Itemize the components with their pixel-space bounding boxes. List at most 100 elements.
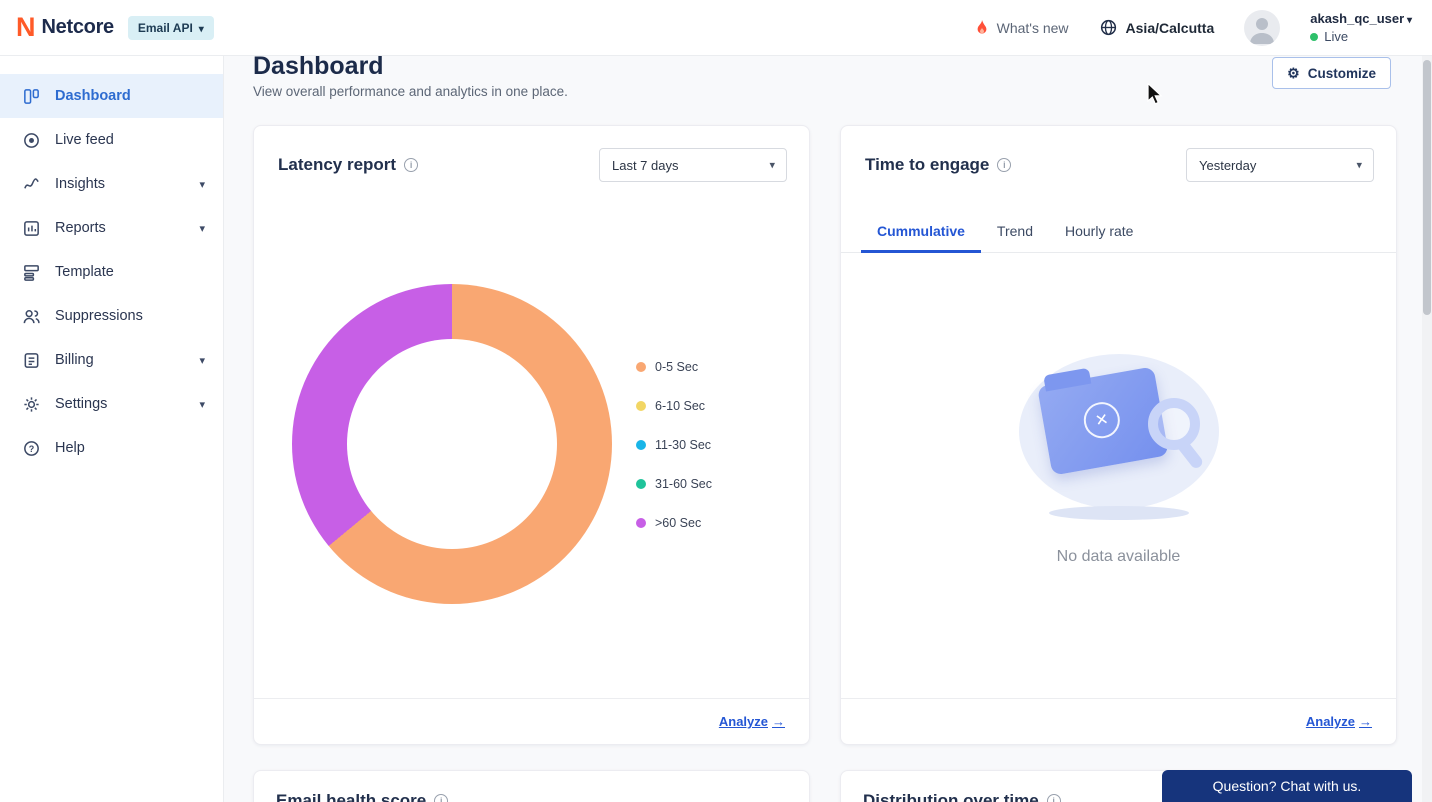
scrollbar-thumb[interactable] (1423, 60, 1431, 315)
sidebar-item-label: Billing (55, 352, 94, 368)
x-circle-icon (1080, 399, 1123, 442)
legend-dot-icon (636, 518, 646, 528)
tab-cummulative[interactable]: Cummulative (861, 214, 981, 253)
latency-donut-chart[interactable] (292, 284, 612, 604)
customize-button[interactable]: Customize (1272, 57, 1391, 89)
sidebar-item-template[interactable]: Template (0, 250, 223, 294)
latency-range-select[interactable]: Last 7 days (599, 148, 787, 182)
scrollbar-track (1422, 56, 1432, 802)
email-health-score-card: Email health score (253, 770, 810, 802)
live-feed-icon (22, 131, 41, 150)
product-switcher-label: Email API (137, 20, 193, 35)
reports-icon (22, 219, 41, 238)
timezone-label: Asia/Calcutta (1125, 19, 1215, 36)
user-silhouette-icon (1250, 17, 1275, 44)
main-content: Dashboard View overall performance and a… (224, 56, 1432, 802)
sidebar-item-reports[interactable]: Reports (0, 206, 223, 250)
billing-icon (22, 351, 41, 370)
engage-analyze-link[interactable]: Analyze (1306, 714, 1372, 729)
template-icon (22, 263, 41, 282)
legend-item: 31-60 Sec (636, 477, 712, 491)
legend-item: >60 Sec (636, 516, 712, 530)
magnifier-icon (1147, 398, 1200, 450)
time-to-engage-title: Time to engage (865, 155, 990, 174)
engage-range-value: Yesterday (1199, 157, 1257, 173)
chevron-down-icon (199, 21, 204, 35)
legend-item: 0-5 Sec (636, 360, 712, 374)
empty-state: No data available (841, 336, 1396, 566)
chat-widget-button[interactable]: Question? Chat with us. (1162, 770, 1412, 802)
user-menu[interactable]: akash_qc_user Live (1310, 11, 1412, 44)
latency-report-title: Latency report (278, 155, 397, 174)
arrow-right-icon (772, 714, 785, 729)
timezone-selector[interactable]: Asia/Calcutta (1099, 18, 1215, 37)
topbar-right: What's new Asia/Calcutta akash_qc_user L… (974, 9, 1412, 46)
tab-trend[interactable]: Trend (996, 223, 1033, 239)
legend-item: 6-10 Sec (636, 399, 712, 413)
distribution-over-time-title: Distribution over time (863, 791, 1039, 802)
latency-range-value: Last 7 days (612, 157, 679, 173)
page-title: Dashboard (253, 56, 384, 80)
arrow-right-icon (1359, 714, 1372, 729)
latency-report-card: Latency report Last 7 days 0-5 Sec 6-10 … (253, 125, 810, 745)
info-icon[interactable] (1046, 794, 1061, 802)
page-subtitle: View overall performance and analytics i… (253, 84, 568, 99)
svg-text:?: ? (29, 443, 35, 453)
account-status: Live (1310, 29, 1412, 44)
sidebar-item-label: Live feed (55, 132, 114, 148)
tab-hourly-rate[interactable]: Hourly rate (1064, 223, 1134, 239)
no-data-illustration (1004, 336, 1234, 526)
whats-new-label: What's new (996, 19, 1069, 36)
legend-dot-icon (636, 440, 646, 450)
sidebar-item-label: Help (55, 440, 85, 456)
suppressions-icon (22, 307, 41, 326)
info-icon[interactable] (997, 158, 1012, 172)
brand-logo[interactable]: N Netcore (16, 14, 114, 41)
info-icon[interactable] (404, 158, 419, 172)
legend-dot-icon (636, 479, 646, 489)
sidebar-item-billing[interactable]: Billing (0, 338, 223, 382)
sidebar-item-settings[interactable]: Settings (0, 382, 223, 426)
no-data-text: No data available (1056, 548, 1181, 565)
sidebar-item-help[interactable]: ? Help (0, 426, 223, 470)
latency-legend: 0-5 Sec 6-10 Sec 11-30 Sec 31-60 Sec >60… (636, 360, 712, 556)
product-switcher[interactable]: Email API (127, 15, 214, 40)
settings-gear-icon (22, 395, 41, 414)
whats-new-link[interactable]: What's new (974, 19, 1069, 37)
username: akash_qc_user (1310, 11, 1412, 26)
gear-icon (1287, 65, 1300, 82)
sidebar-item-live-feed[interactable]: Live feed (0, 118, 223, 162)
sidebar-item-label: Reports (55, 220, 106, 236)
topbar: N Netcore Email API What's new Asia/Calc… (0, 0, 1432, 56)
sidebar-item-suppressions[interactable]: Suppressions (0, 294, 223, 338)
illustration-shadow (1048, 506, 1189, 520)
engage-tabs: Cummulative Trend Hourly rate (841, 214, 1396, 253)
help-icon: ? (22, 439, 41, 458)
sidebar: Dashboard Live feed Insights Reports (0, 56, 224, 802)
dashboard-icon (22, 87, 41, 106)
live-status-label: Live (1324, 29, 1349, 44)
brand-name: Netcore (41, 16, 115, 38)
netcore-logo-icon: N (16, 12, 36, 42)
sidebar-item-insights[interactable]: Insights (0, 162, 223, 206)
legend-dot-icon (636, 362, 646, 372)
live-status-dot-icon (1310, 32, 1319, 41)
flame-icon (977, 19, 987, 34)
sidebar-item-label: Settings (55, 396, 108, 412)
globe-icon (1100, 19, 1116, 36)
email-health-score-title: Email health score (276, 791, 427, 802)
insights-icon (22, 175, 41, 194)
sidebar-item-label: Dashboard (55, 88, 131, 104)
sidebar-item-label: Insights (55, 176, 105, 192)
time-to-engage-card: Time to engage Yesterday Cummulative Tre… (840, 125, 1397, 745)
legend-item: 11-30 Sec (636, 438, 712, 452)
sidebar-item-dashboard[interactable]: Dashboard (0, 74, 223, 118)
customize-label: Customize (1307, 65, 1376, 81)
sidebar-item-label: Suppressions (55, 308, 143, 324)
engage-range-select[interactable]: Yesterday (1186, 148, 1374, 182)
avatar[interactable] (1244, 9, 1281, 46)
legend-dot-icon (636, 401, 646, 411)
sidebar-item-label: Template (55, 264, 114, 280)
info-icon[interactable] (434, 794, 449, 802)
latency-analyze-link[interactable]: Analyze (719, 714, 785, 729)
